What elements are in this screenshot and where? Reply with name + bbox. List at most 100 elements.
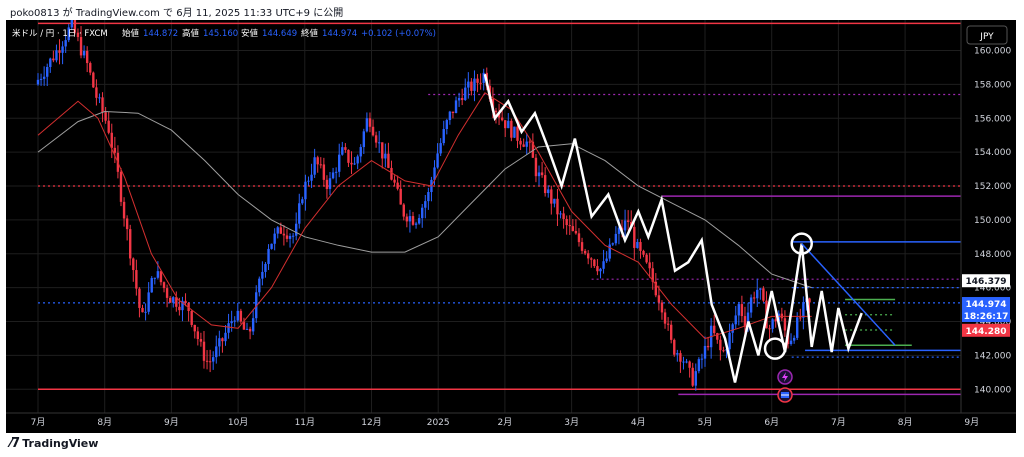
candle-down	[768, 328, 771, 330]
candle-down	[178, 306, 181, 311]
candle-down	[470, 81, 473, 91]
circle-bottom-marker	[763, 337, 787, 360]
annotation-overlays	[763, 232, 896, 360]
candle-down	[242, 321, 246, 330]
candle-down	[125, 218, 129, 230]
legend-low: 144.649	[262, 29, 297, 39]
candle-up	[144, 311, 147, 313]
candle-down	[129, 229, 132, 259]
candle-down	[593, 259, 596, 267]
candle-down	[679, 353, 682, 362]
candle-up	[233, 320, 236, 322]
candle-down	[500, 117, 504, 121]
price-chart[interactable]: 160.000 158.000 156.000 154.000 152.000 150.0…	[6, 12, 1016, 433]
legend-high: 145.160	[203, 29, 238, 39]
candle-up	[547, 189, 550, 194]
candle-down	[95, 87, 98, 98]
legend-close-label: 終値	[301, 28, 319, 39]
candle-up	[61, 46, 64, 53]
candle-down	[540, 172, 544, 176]
price-label-bg	[962, 274, 1010, 288]
candle-down	[135, 270, 138, 289]
horizontal-lines	[38, 22, 961, 396]
candle-down	[583, 250, 587, 254]
candle-up	[334, 171, 338, 173]
candle-up	[454, 100, 458, 113]
candle-up	[445, 120, 449, 130]
candle-down	[122, 201, 126, 219]
candle-up	[611, 243, 614, 245]
price-axis[interactable]	[961, 20, 1016, 433]
candle-up	[605, 258, 608, 262]
candle-up	[703, 345, 707, 359]
candle-down	[322, 164, 326, 180]
x-tick-label: 8月	[898, 417, 913, 428]
y-tick-labels: 160.000 158.000 156.000 154.000 152.000 150.0…	[974, 46, 1011, 395]
candle-down	[743, 316, 747, 327]
candle-down	[451, 111, 455, 113]
tradingview-logo[interactable]: ⁄7 TradingView	[10, 436, 98, 451]
candle-up	[212, 357, 215, 362]
candle-up	[172, 297, 175, 303]
candle-down	[92, 72, 95, 88]
candle-down	[642, 250, 645, 255]
candle-down	[205, 360, 209, 362]
chart-background	[6, 20, 1016, 433]
candle-up	[230, 321, 233, 324]
candle-up	[796, 317, 799, 338]
candle-up	[261, 271, 264, 279]
candle-up	[42, 76, 46, 79]
candle-down	[673, 339, 676, 355]
x-tick-label: 5月	[698, 417, 713, 428]
candle-down	[73, 18, 77, 33]
candle-up	[700, 358, 704, 360]
candle-down	[543, 175, 547, 194]
event-icons[interactable]	[777, 369, 793, 403]
candle-up	[49, 58, 52, 67]
candle-up	[537, 172, 541, 177]
price-label-bg	[962, 309, 1010, 323]
legend-open-label: 始値	[122, 28, 140, 39]
candle-down	[752, 297, 756, 299]
candle-down	[89, 63, 92, 73]
candle-down	[531, 141, 535, 158]
candle-up	[467, 81, 470, 88]
candle-up	[310, 174, 313, 181]
candle-up	[746, 312, 750, 327]
candle-up	[771, 319, 774, 329]
x-tick-label: 7月	[31, 417, 46, 428]
candle-up	[328, 178, 332, 189]
candle-up	[218, 338, 221, 347]
candle-up	[473, 78, 476, 91]
candle-up	[291, 235, 295, 237]
candle-up	[464, 87, 467, 100]
candle-down	[113, 147, 117, 153]
candle-up	[304, 181, 307, 200]
candle-down	[645, 254, 648, 263]
candle-down	[58, 50, 61, 53]
footer	[0, 433, 1024, 457]
chart-frame[interactable]: 160.000 158.000 156.000 154.000 152.000 150.0…	[6, 12, 1016, 433]
x-tick-labels: 7月 8月 9月 10月 11月 12月 2025 2月 3月 4月 5月 6月 7月 8月 9月	[31, 417, 980, 428]
currency-button[interactable]: JPY	[966, 25, 1008, 45]
candle-down	[669, 324, 673, 340]
candle-down	[381, 142, 384, 159]
candle-down	[799, 317, 802, 319]
candle-up	[608, 244, 611, 259]
y-tick-label: 152.000	[974, 182, 1011, 192]
candle-up	[759, 288, 762, 290]
candle-down	[639, 242, 642, 251]
candle-down	[347, 149, 350, 163]
candle-up	[353, 163, 356, 165]
candle-down	[107, 120, 110, 133]
publish-header: poko0813 が TradingView.com で 6月 11, 2025…	[0, 0, 1024, 20]
candle-down	[654, 281, 658, 296]
candle-down	[390, 167, 393, 180]
candle-down	[138, 288, 141, 308]
candle-down	[52, 58, 55, 61]
candle-down	[519, 140, 522, 145]
candle-up	[623, 220, 627, 231]
candle-down	[580, 242, 584, 251]
candle-down	[713, 325, 716, 334]
candle-down	[568, 225, 571, 227]
